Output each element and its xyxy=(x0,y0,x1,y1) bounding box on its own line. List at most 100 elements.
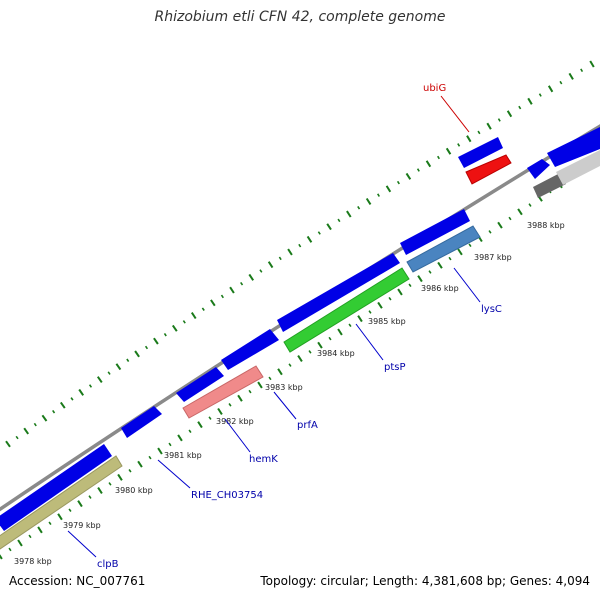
gene-label-lysC[interactable]: lysC xyxy=(481,304,502,315)
gene-block[interactable] xyxy=(547,127,600,167)
scale-tick xyxy=(134,350,140,358)
gene-block[interactable] xyxy=(400,209,470,255)
scale-tick xyxy=(117,473,123,481)
gene-label-ubiG[interactable]: ubiG xyxy=(423,83,446,94)
scale-tick xyxy=(88,495,92,499)
gene-label-clpB[interactable]: clpB xyxy=(97,559,119,570)
gene-ubiG[interactable] xyxy=(465,154,512,185)
scale-tick xyxy=(144,345,149,350)
gene-clpB[interactable] xyxy=(0,455,123,550)
scale-tick xyxy=(328,336,332,341)
scale-tick xyxy=(157,447,163,455)
scale-tick xyxy=(168,442,172,447)
scale-tick xyxy=(28,534,32,539)
scale-label: 3988 kbp xyxy=(527,221,565,230)
scale-tick xyxy=(259,269,263,273)
scale-tick xyxy=(52,409,56,414)
scale-label: 3982 kbp xyxy=(216,417,254,426)
scale-tick xyxy=(96,376,103,383)
gene-grey-light[interactable] xyxy=(556,150,600,185)
gene-block[interactable] xyxy=(121,406,162,438)
scale-tick xyxy=(457,248,463,256)
scale-tick xyxy=(153,337,159,345)
gene-label-prfA[interactable]: prfA xyxy=(297,420,318,431)
scale-tick xyxy=(228,403,232,407)
scale-tick xyxy=(210,299,216,307)
scale-tick xyxy=(506,110,513,118)
scale-tick xyxy=(457,143,461,147)
scale-tick xyxy=(488,230,492,234)
scale-tick xyxy=(5,440,11,448)
gene-label-ptsP[interactable]: ptsP xyxy=(384,362,406,373)
scale-tick xyxy=(267,261,274,269)
scale-label: 3978 kbp xyxy=(14,557,52,566)
scale-tick xyxy=(466,135,472,143)
gene-lysC[interactable] xyxy=(406,225,481,273)
scale-tick xyxy=(288,363,292,367)
scale-label: 3987 kbp xyxy=(474,253,512,262)
scale-tick xyxy=(477,130,481,135)
gene-labels: clpB RHE_CH03754 hemK prfA ptsP lysC ubi… xyxy=(97,83,502,570)
gene-grey-dark[interactable] xyxy=(533,173,566,198)
gene-hemK[interactable] xyxy=(182,365,264,419)
gene-ptsP[interactable] xyxy=(283,267,410,353)
scale-tick xyxy=(220,294,224,299)
gene-block[interactable] xyxy=(0,444,112,531)
scale-tick xyxy=(68,508,72,512)
scale-tick xyxy=(368,310,372,314)
scale-tick xyxy=(163,332,167,337)
gene-label-RHE_CH03754[interactable]: RHE_CH03754 xyxy=(191,490,263,501)
scale-tick xyxy=(306,235,313,243)
scale-tick xyxy=(559,80,563,85)
scale-tick xyxy=(397,288,403,296)
scale-tick xyxy=(23,427,30,435)
scale-tick xyxy=(188,429,192,434)
leader-line xyxy=(273,391,297,420)
accession-text: Accession: NC_007761 xyxy=(9,574,146,588)
leader-line xyxy=(440,95,470,133)
scale-tick xyxy=(108,482,112,486)
scale-tick xyxy=(148,455,152,460)
gene-block[interactable] xyxy=(527,159,550,179)
scale-tick xyxy=(377,193,380,197)
scale-label: 3985 kbp xyxy=(368,317,406,326)
scale-tick xyxy=(0,554,3,560)
scale-tick xyxy=(357,315,363,323)
gene-block[interactable] xyxy=(277,253,400,332)
scale-label: 3986 kbp xyxy=(421,284,459,293)
scale-tick xyxy=(107,371,111,375)
scale-tick xyxy=(33,422,37,427)
gene-block[interactable] xyxy=(221,329,279,370)
leader-line xyxy=(157,459,191,489)
scale-tick xyxy=(508,216,512,221)
scale-tick xyxy=(417,275,423,283)
forward-strand-genes xyxy=(0,127,600,531)
scale-tick xyxy=(448,256,452,261)
scale-tick xyxy=(308,350,312,354)
scale-tick xyxy=(437,155,440,160)
scale-tick xyxy=(240,281,244,286)
scale-tick xyxy=(527,97,533,105)
scale-tick xyxy=(346,210,352,218)
leader-line xyxy=(67,530,97,558)
scale-tick xyxy=(337,218,341,223)
gene-label-hemK[interactable]: hemK xyxy=(249,454,278,465)
scale-tick xyxy=(416,168,420,172)
gene-block[interactable] xyxy=(176,367,224,402)
scale-tick xyxy=(348,323,352,328)
leader-line xyxy=(453,267,481,303)
scale-label: 3980 kbp xyxy=(115,486,153,495)
leader-line xyxy=(355,323,384,361)
scale-tick xyxy=(8,547,12,552)
scale-tick xyxy=(326,223,332,231)
scale-label: 3981 kbp xyxy=(164,451,202,460)
scale-tick xyxy=(171,324,178,332)
scale-tick xyxy=(547,85,554,93)
inner-tick-ring xyxy=(0,154,600,560)
outer-tick-ring xyxy=(5,60,595,448)
scale-tick xyxy=(277,368,283,376)
reverse-strand-genes xyxy=(0,150,600,550)
gene-block[interactable] xyxy=(458,137,503,168)
scale-tick xyxy=(229,286,235,294)
